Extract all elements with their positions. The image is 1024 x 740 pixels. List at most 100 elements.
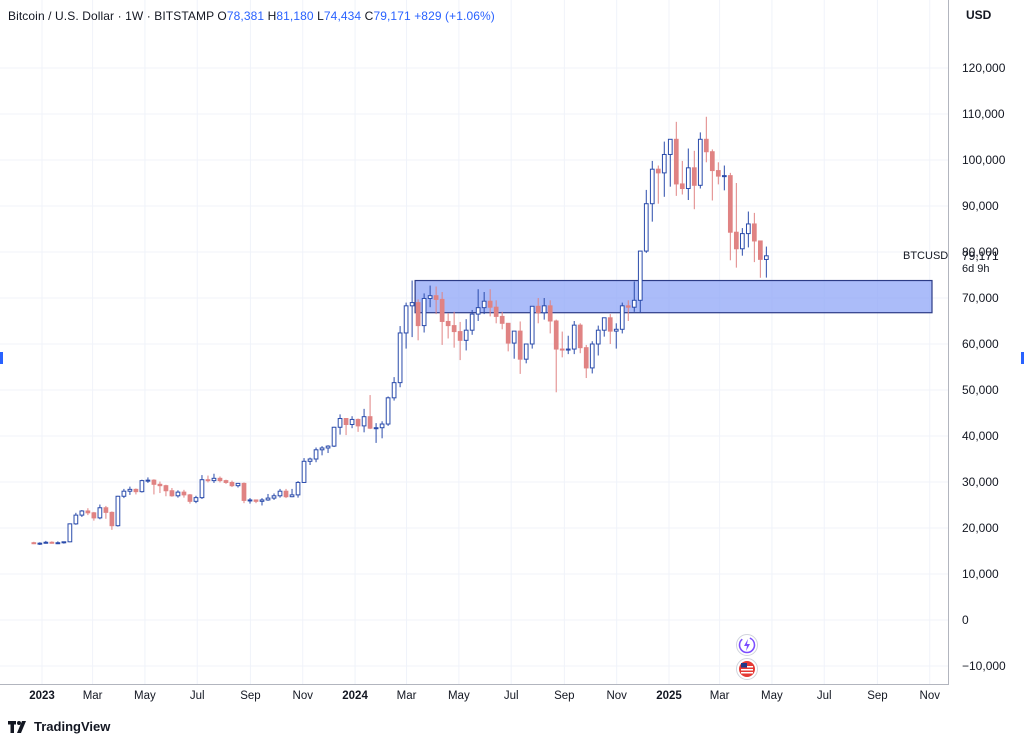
price-tick-label: 20,000 — [962, 521, 999, 535]
candle-down — [181, 491, 187, 496]
candle-up — [745, 223, 751, 235]
time-tick-label: Jul — [503, 690, 519, 702]
candle-down — [577, 324, 583, 349]
candle-down — [583, 347, 589, 369]
candle-up — [763, 255, 769, 260]
candle-up — [127, 488, 133, 492]
right-edge-handle[interactable] — [1021, 352, 1024, 364]
candle-down — [229, 481, 235, 487]
time-tick-label: Mar — [709, 690, 730, 702]
price-chart[interactable] — [0, 0, 948, 684]
price-tick-label: 120,000 — [962, 61, 1006, 75]
time-tick-label: Sep — [867, 690, 888, 702]
price-tick-label: 90,000 — [962, 199, 999, 213]
candle-down — [757, 240, 763, 260]
price-tick-label: −10,000 — [962, 659, 1006, 673]
candle-down — [625, 305, 631, 308]
candle-up — [523, 343, 529, 360]
candle-down — [457, 331, 463, 341]
price-tick-label: 70,000 — [962, 291, 999, 305]
high-value: 81,180 — [276, 9, 314, 23]
candle-up — [325, 445, 331, 449]
candle-down — [91, 512, 97, 519]
price-tick-label: 60,000 — [962, 337, 999, 351]
candle-up — [319, 447, 325, 451]
candle-up — [121, 490, 127, 497]
candle-up — [265, 497, 271, 501]
candle-up — [301, 460, 307, 483]
price-tick-label: 30,000 — [962, 475, 999, 489]
candle-down — [241, 482, 247, 501]
candle-up — [409, 302, 415, 307]
candle-up — [37, 542, 43, 545]
candle-up — [643, 203, 649, 252]
candle-up — [613, 328, 619, 332]
candle-up — [391, 382, 397, 399]
candle-up — [661, 153, 667, 174]
candle-up — [697, 138, 703, 186]
left-edge-handle[interactable] — [0, 352, 3, 364]
candle-down — [103, 507, 109, 513]
candle-up — [247, 499, 253, 502]
candle-up — [463, 329, 469, 341]
high-label: H — [267, 9, 277, 23]
change-value: +829 (+1.06%) — [414, 9, 495, 23]
candle-up — [139, 480, 145, 493]
currency-label[interactable]: USD — [966, 8, 992, 22]
tradingview-branding[interactable]: TradingView — [8, 719, 110, 734]
candle-down — [49, 541, 55, 544]
tradingview-logo-icon — [8, 720, 26, 733]
price-tick-label: 80,000 — [962, 245, 999, 259]
candle-down — [217, 477, 223, 482]
candle-down — [559, 348, 565, 351]
candle-down — [85, 510, 91, 514]
time-tick-label: 2024 — [342, 690, 368, 702]
time-tick-label: Jul — [189, 690, 205, 702]
candle-down — [433, 295, 439, 300]
time-tick-label: Mar — [82, 690, 103, 702]
candle-down — [607, 317, 613, 332]
candle-up — [199, 479, 205, 499]
candle-down — [439, 298, 445, 322]
candle-up — [619, 305, 625, 330]
low-value: 74,434 — [323, 9, 362, 23]
candle-up — [277, 490, 283, 497]
candle-up — [565, 348, 571, 351]
price-tick-label: 50,000 — [962, 383, 999, 397]
candle-up — [589, 343, 595, 369]
price-tick-label: 110,000 — [962, 107, 1005, 121]
price-axis[interactable]: 120,000 110,000 100,000 90,000 80,000 70,000 6… — [949, 0, 1024, 684]
candle-down — [703, 138, 709, 153]
time-tick-label: Nov — [606, 690, 627, 702]
candle-down — [253, 499, 259, 502]
candle-up — [61, 541, 67, 544]
time-tick-label: Nov — [919, 690, 940, 702]
candle-up — [271, 495, 277, 499]
candle-up — [511, 330, 517, 344]
candle-up — [67, 523, 73, 543]
plot-area[interactable] — [0, 0, 949, 685]
candle-down — [517, 330, 523, 360]
time-tick-label: Nov — [292, 690, 313, 702]
candle-down — [151, 479, 157, 485]
candle-up — [631, 299, 637, 308]
bar-countdown: 6d 9h — [962, 263, 990, 275]
candle-up — [259, 499, 265, 502]
candle-up — [307, 458, 313, 462]
time-tick-label: May — [134, 690, 156, 702]
candle-up — [475, 307, 481, 315]
candle-up — [211, 477, 217, 482]
lightning-event-icon[interactable] — [736, 634, 758, 656]
candle-down — [499, 315, 505, 324]
price-tick-label: 10,000 — [962, 567, 999, 581]
candle-up — [385, 397, 391, 425]
close-value: 79,171 — [373, 9, 411, 23]
candle-down — [223, 480, 229, 483]
us-flag-event-icon[interactable] — [736, 658, 758, 680]
candle-up — [115, 495, 121, 527]
candle-down — [133, 488, 139, 493]
candle-up — [379, 423, 385, 429]
candle-up — [361, 416, 367, 427]
time-tick-label: Sep — [240, 690, 261, 702]
candle-down — [751, 223, 757, 242]
